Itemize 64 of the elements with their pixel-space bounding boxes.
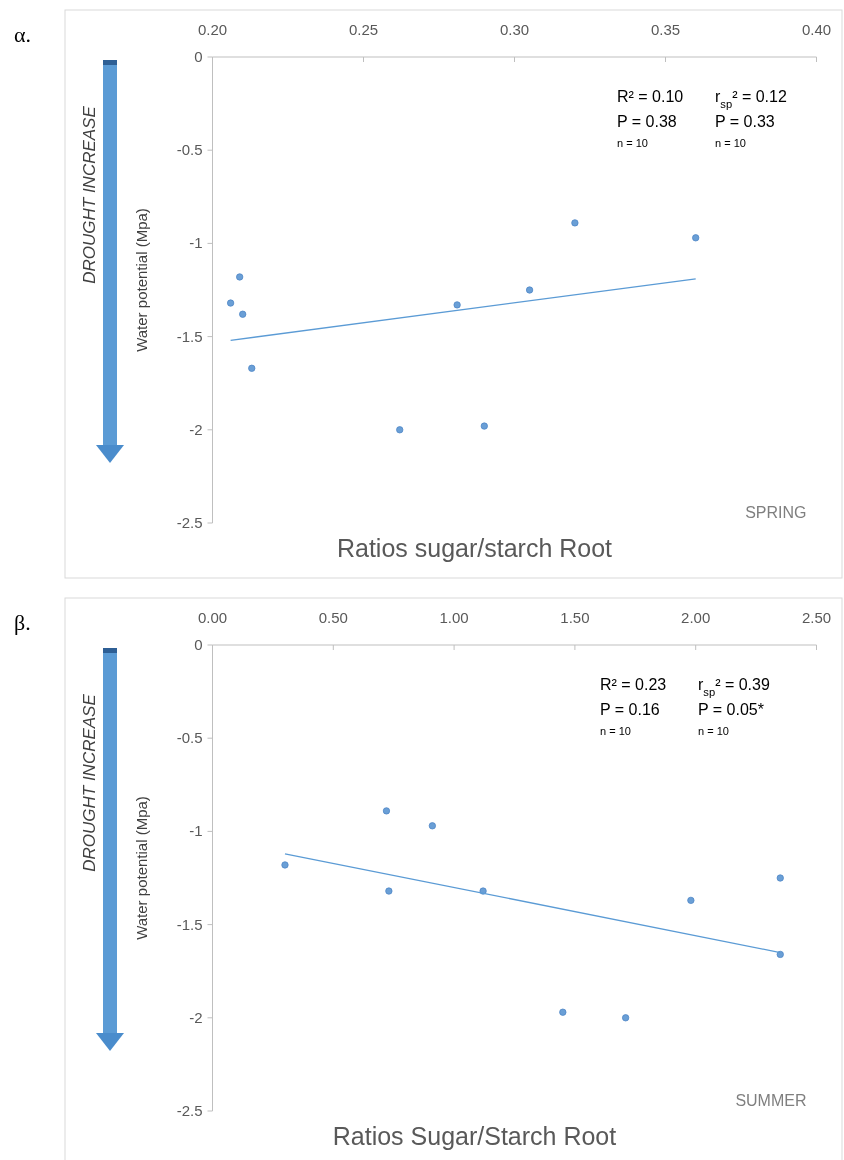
point <box>559 1008 567 1016</box>
y-tick-label: -0.5 <box>176 141 203 159</box>
y-tick-label: -2 <box>189 1008 203 1026</box>
annotation: R² = 0.10 <box>617 88 684 105</box>
annotation: P = 0.16 <box>600 701 660 718</box>
text: DROUGHT INCREASE <box>80 693 99 872</box>
text: α. <box>14 22 32 47</box>
x-axis-title: Ratios Sugar/Starch Root <box>332 1122 617 1150</box>
annotation: n = 10 <box>600 725 631 737</box>
x-tick-label: 2.00 <box>681 609 711 626</box>
point <box>236 273 244 281</box>
annotation: SUMMER <box>735 1092 807 1109</box>
y-tick-label: -0.5 <box>176 729 203 747</box>
x-tick-label: 0.20 <box>197 21 228 38</box>
text: DROUGHT INCREASE <box>80 105 99 284</box>
point <box>480 422 488 430</box>
annotation: n = 10 <box>617 137 648 149</box>
point <box>453 301 461 309</box>
y-axis-title: Water potential (Mpa) <box>133 796 150 940</box>
x-tick-label: 2.50 <box>801 609 832 626</box>
y-tick-label: -2 <box>189 420 203 438</box>
x-tick-label: 0.50 <box>318 609 348 626</box>
x-tick-label: 1.50 <box>560 609 590 626</box>
annotation: P = 0.33 <box>715 113 775 130</box>
point <box>692 234 700 242</box>
point <box>687 896 695 904</box>
annotation: r$_{sp}$² = 0.12 <box>715 88 787 110</box>
x-tick-label: 0.40 <box>801 21 832 38</box>
y-axis-title: Water potential (Mpa) <box>133 208 150 352</box>
x-tick-label: 0.25 <box>348 21 379 38</box>
point <box>396 426 404 434</box>
point <box>239 310 247 318</box>
y-tick-label: -2.5 <box>176 1102 203 1119</box>
y-tick-label: 0 <box>194 48 203 65</box>
point <box>571 219 579 227</box>
x-tick-label: 0.00 <box>197 609 228 626</box>
y-tick-label: -1 <box>189 234 203 252</box>
y-tick-label: -1.5 <box>176 327 203 345</box>
annotation: P = 0.05* <box>698 701 764 718</box>
annotation: R² = 0.23 <box>600 676 667 693</box>
point <box>281 861 289 869</box>
point <box>776 950 784 959</box>
point <box>526 286 534 294</box>
y-tick-label: -1.5 <box>176 915 203 933</box>
y-tick-label: 0 <box>194 636 203 653</box>
x-tick-label: 0.30 <box>499 21 530 38</box>
x-tick-label: 1.00 <box>439 609 469 626</box>
x-tick-label: 0.35 <box>650 21 681 38</box>
x-axis-title: Ratios sugar/starch Root <box>336 534 613 562</box>
point <box>776 874 784 882</box>
annotation: P = 0.38 <box>617 113 677 130</box>
y-tick-label: -2.5 <box>176 514 203 531</box>
point <box>622 1014 630 1022</box>
point <box>428 822 436 830</box>
annotation: n = 10 <box>715 137 746 149</box>
point <box>227 299 235 307</box>
y-tick-label: -1 <box>189 822 203 840</box>
point <box>382 807 391 815</box>
annotation: SPRING <box>745 504 807 521</box>
annotation: r$_{sp}$² = 0.39 <box>698 676 770 698</box>
point <box>385 887 393 895</box>
text: β. <box>14 610 31 635</box>
annotation: n = 10 <box>698 725 729 737</box>
point <box>248 364 256 372</box>
